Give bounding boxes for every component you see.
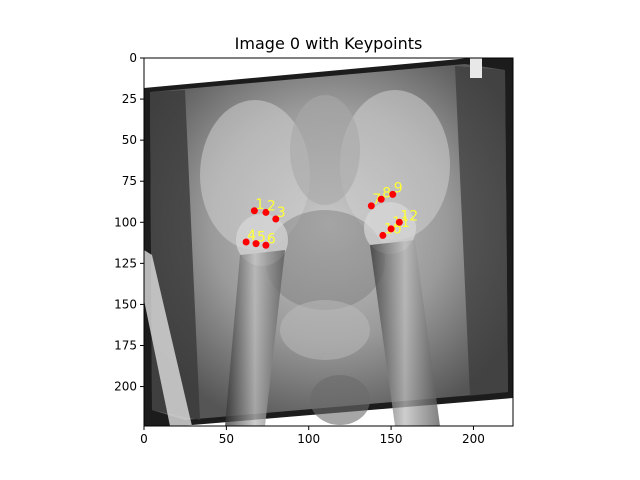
y-tick-label: 25 [122, 92, 137, 106]
keypoint-marker [262, 241, 270, 249]
keypoint-label: 2 [267, 198, 276, 214]
keypoint-marker [387, 225, 395, 233]
keypoint-label: 5 [257, 230, 266, 246]
y-tick-label: 200 [114, 380, 137, 394]
keypoint-marker [367, 202, 375, 210]
plot-area-frame [143, 57, 514, 427]
keypoint-marker [252, 240, 260, 248]
x-tick-label: 0 [140, 432, 148, 446]
chart-title: Image 0 with Keypoints [235, 34, 423, 53]
keypoint-marker [389, 190, 397, 198]
x-tick-label: 200 [462, 432, 485, 446]
y-tick-label: 125 [114, 256, 137, 270]
y-axis: 0 25 50 75 100 125 150 175 200 [114, 51, 144, 394]
keypoint-marker [262, 208, 270, 216]
keypoints: 123456789101112 [242, 180, 418, 249]
keypoint-label: 12 [400, 208, 418, 224]
keypoint-label: 3 [277, 205, 286, 221]
x-tick-label: 100 [297, 432, 320, 446]
x-tick-label: 150 [380, 432, 403, 446]
keypoint-label: 7 [372, 192, 381, 208]
keypoint-marker [272, 215, 280, 223]
xray-image [144, 58, 513, 426]
x-axis: 0 50 100 150 200 [140, 426, 485, 446]
keypoint-label: 4 [247, 228, 256, 244]
keypoint-marker [242, 238, 250, 246]
keypoint-marker [395, 218, 403, 226]
x-tick-label: 50 [219, 432, 234, 446]
keypoint-marker [377, 195, 385, 203]
y-tick-label: 150 [114, 297, 137, 311]
y-tick-label: 75 [122, 174, 137, 188]
keypoint-label: 8 [382, 185, 391, 201]
y-tick-label: 50 [122, 133, 137, 147]
keypoint-marker [250, 207, 258, 215]
y-tick-label: 175 [114, 339, 137, 353]
keypoint-label: 1 [255, 197, 264, 213]
y-tick-label: 100 [114, 215, 137, 229]
keypoint-marker [379, 231, 387, 239]
keypoint-label: 9 [394, 180, 403, 196]
y-tick-label: 0 [129, 51, 137, 65]
keypoint-label: 6 [267, 231, 276, 247]
